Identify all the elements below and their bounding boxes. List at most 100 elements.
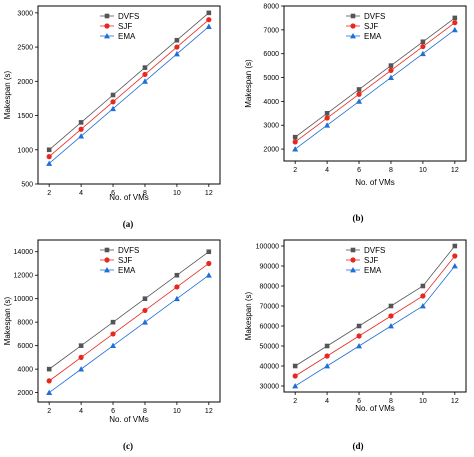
panel-c: 2 4 6 8 10 12 2000 4000 6000 8000 10000 12000 14000 N… — [3, 239, 221, 451]
x-tick-label: 10 — [419, 398, 427, 405]
legend-marker-sjf — [350, 23, 356, 29]
x-tick-label: 2 — [47, 190, 51, 197]
data-point-sjf — [324, 353, 330, 359]
y-tick-label: 10000 — [14, 296, 34, 303]
data-point-ema — [451, 263, 458, 269]
legend-marker-sjf — [350, 257, 356, 263]
data-point-ema — [110, 105, 117, 112]
panel-label: (c) — [123, 441, 133, 451]
x-axis-label: No. of VMs — [355, 178, 395, 187]
data-point-ema — [78, 133, 85, 139]
data-point-sjf — [356, 91, 362, 97]
series-line-dvfs — [294, 17, 456, 138]
y-tick-label: 80000 — [260, 284, 280, 291]
y-tick-label: 50000 — [260, 344, 280, 351]
data-point-dvfs — [388, 63, 394, 68]
data-point-dvfs — [356, 323, 362, 329]
panel-a: 2 4 6 8 10 12 500 1000 1500 2000 2500 3000 No. of VM… — [3, 5, 221, 229]
legend-label-ema: EMA — [118, 266, 136, 275]
data-point-sjf — [388, 313, 394, 319]
series-line-ema — [294, 29, 456, 150]
series-line-sjf — [48, 263, 210, 382]
data-point-dvfs — [356, 87, 362, 92]
y-tick-label: 7000 — [263, 27, 279, 34]
x-tick-label: 4 — [79, 408, 83, 415]
data-point-dvfs — [142, 65, 148, 70]
series-line-sjf — [294, 255, 456, 377]
data-point-sjf — [142, 307, 148, 314]
panel-label: (a) — [123, 219, 134, 229]
panel-b: 2 4 6 8 10 12 2000 3000 4000 5000 6000 7000 8000 No. … — [244, 4, 467, 223]
legend-marker-dvfs — [104, 247, 110, 253]
data-point-sjf — [46, 154, 52, 160]
data-point-sjf — [420, 43, 426, 50]
y-tick-label: 1500 — [17, 113, 33, 120]
data-point-sjf — [292, 139, 298, 145]
y-tick-label: 2500 — [17, 45, 33, 52]
data-point-dvfs — [142, 296, 148, 301]
data-point-sjf — [420, 293, 426, 299]
x-tick-label: 12 — [451, 398, 459, 405]
legend-marker-ema — [350, 267, 356, 273]
x-tick-label: 2 — [293, 398, 297, 405]
data-point-sjf — [142, 71, 148, 78]
data-point-sjf — [110, 331, 116, 337]
legend-marker-ema — [104, 267, 110, 273]
data-point-sjf — [292, 373, 298, 379]
legend-label-sjf: SJF — [118, 22, 132, 31]
y-tick-label: 2000 — [17, 79, 33, 86]
series-line-sjf — [48, 19, 210, 157]
y-tick-label: 2000 — [17, 390, 33, 397]
data-point-ema — [46, 389, 53, 396]
y-tick-label: 8000 — [263, 4, 279, 11]
legend-marker-dvfs — [350, 247, 356, 253]
x-tick-label: 10 — [173, 408, 181, 415]
y-tick-label: 6000 — [263, 51, 279, 58]
legend-label-dvfs: DVFS — [118, 246, 139, 255]
data-point-ema — [205, 272, 212, 278]
data-point-dvfs — [110, 319, 116, 325]
series-line-dvfs — [48, 12, 210, 151]
x-axis-label: No. of VMs — [109, 193, 149, 202]
y-tick-label: 2000 — [263, 147, 279, 154]
y-axis-label: Makespan (s) — [244, 291, 253, 340]
series-line-dvfs — [294, 245, 456, 367]
data-point-dvfs — [324, 343, 330, 349]
data-point-ema — [46, 160, 53, 166]
data-point-dvfs — [46, 366, 52, 372]
data-point-ema — [141, 319, 148, 325]
y-tick-label: 6000 — [17, 343, 33, 350]
panel-label: (b) — [353, 213, 364, 223]
data-point-ema — [110, 342, 117, 349]
data-point-dvfs — [420, 283, 426, 289]
x-axis-label: No. of VMs — [109, 415, 149, 424]
y-tick-label: 12000 — [14, 273, 34, 280]
legend-marker-ema — [350, 33, 356, 39]
legend-label-ema: EMA — [364, 32, 382, 41]
series-line-ema — [48, 26, 210, 164]
x-tick-label: 8 — [389, 398, 393, 405]
data-point-ema — [387, 323, 394, 329]
x-tick-label: 6 — [357, 398, 361, 405]
data-point-sjf — [78, 126, 84, 132]
data-point-dvfs — [292, 134, 298, 140]
data-point-ema — [173, 50, 180, 57]
data-point-dvfs — [174, 37, 180, 43]
data-point-dvfs — [420, 39, 426, 45]
x-tick-label: 10 — [173, 190, 181, 197]
x-tick-label: 6 — [111, 190, 115, 197]
data-point-sjf — [356, 333, 362, 339]
legend-label-sjf: SJF — [364, 256, 378, 265]
data-point-ema — [324, 122, 331, 128]
data-point-dvfs — [46, 147, 52, 153]
y-tick-label: 60000 — [260, 324, 280, 331]
data-point-sjf — [206, 260, 212, 267]
data-point-dvfs — [110, 92, 116, 98]
data-point-dvfs — [324, 111, 330, 116]
x-tick-label: 8 — [143, 408, 147, 415]
y-tick-label: 100000 — [256, 244, 279, 251]
series-line-ema — [48, 274, 210, 393]
x-tick-label: 2 — [293, 167, 297, 174]
